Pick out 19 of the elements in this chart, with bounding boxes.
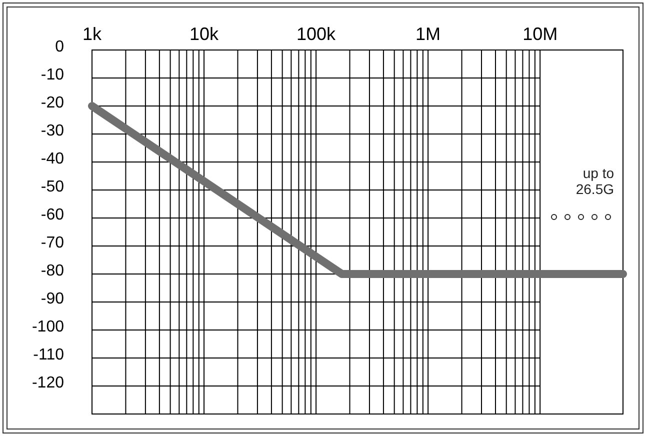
y-tick-label: -30 [40,122,64,140]
y-tick-label: -110 [33,346,64,364]
y-tick-label: -40 [40,150,64,168]
y-tick-label: -90 [40,290,64,308]
y-tick-label: -70 [40,234,64,252]
x-tick-label: 100k [296,24,337,44]
annotation: up to 26.5G [576,165,614,198]
y-tick-label: -80 [40,262,64,280]
x-tick-label: 10M [522,24,558,44]
y-tick-label: -50 [40,178,64,196]
x-tick-label: 10k [190,24,220,44]
x-tick-label: 1k [82,24,103,44]
y-tick-label: 0 [55,38,64,56]
y-tick-label: -100 [32,318,64,336]
y-tick-label: -120 [32,374,64,392]
y-tick-label: -60 [40,206,64,224]
y-tick-label: -20 [40,94,64,112]
x-tick-label: 1M [416,24,441,44]
y-tick-label: -10 [40,66,64,84]
